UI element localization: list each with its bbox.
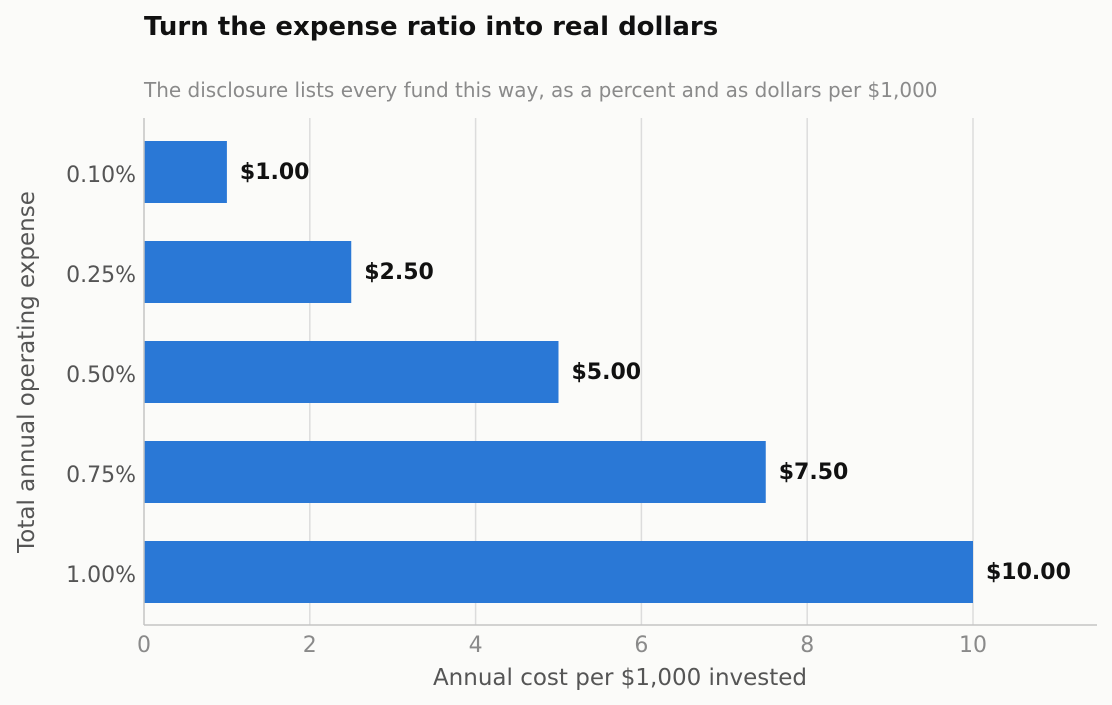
x-tick-labels: 0 2 4 6 8 10 [137,633,987,658]
data-labels: $1.00 $2.50 $5.00 $7.50 $10.00 [240,160,1071,585]
data-label: $1.00 [240,160,310,185]
data-label: $2.50 [364,260,434,285]
data-label: $5.00 [572,360,642,385]
x-axis-title: Annual cost per $1,000 invested [433,665,807,691]
bar [144,241,352,303]
x-tick-label: 2 [303,633,317,658]
gridlines [309,118,974,625]
chart-subtitle: The disclosure lists every fund this way… [143,78,938,102]
y-tick-label: 0.50% [66,363,136,388]
y-tick-labels: 0.10% 0.25% 0.50% 0.75% 1.00% [66,163,136,588]
y-tick-label: 0.25% [66,263,136,288]
data-label: $7.50 [779,460,849,485]
x-tick-label: 4 [469,633,483,658]
x-tick-label: 8 [800,633,814,658]
x-tick-label: 6 [634,633,648,658]
x-tick-label: 10 [959,633,987,658]
bar [144,141,227,203]
bar [144,341,559,403]
bar [144,441,766,503]
x-tick-label: 0 [137,633,151,658]
y-axis-title: Total annual operating expense [14,191,40,554]
bar [144,541,973,603]
y-tick-label: 0.10% [66,163,136,188]
chart-title: Turn the expense ratio into real dollars [144,12,718,42]
y-tick-label: 1.00% [66,563,136,588]
data-label: $10.00 [986,560,1071,585]
bars [144,141,973,603]
y-tick-label: 0.75% [66,463,136,488]
